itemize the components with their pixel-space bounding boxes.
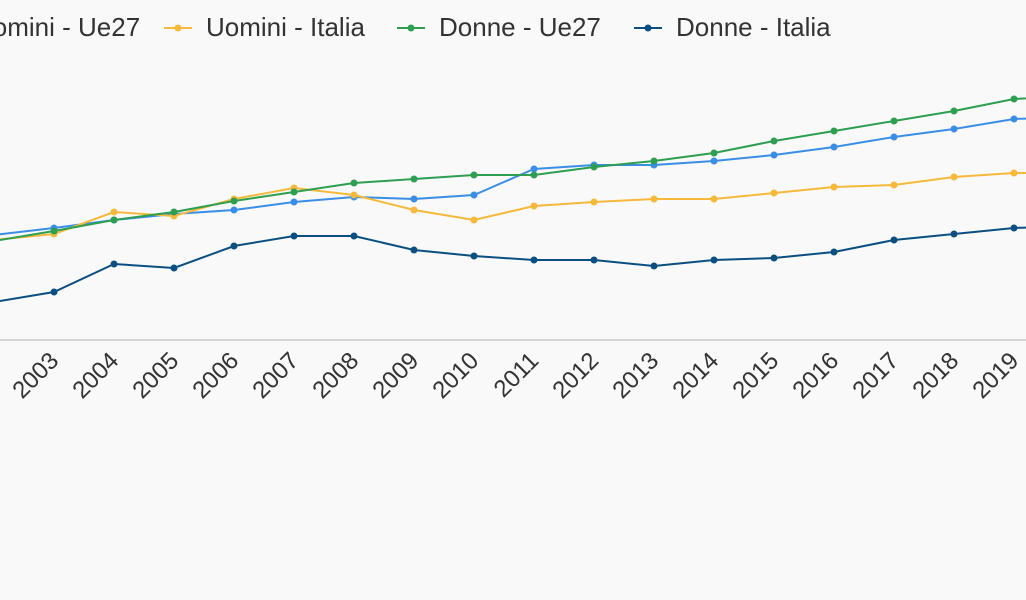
data-point — [770, 151, 778, 159]
legend-marker — [644, 24, 652, 32]
data-point — [950, 173, 958, 181]
data-point — [290, 232, 298, 240]
data-point — [50, 227, 58, 235]
data-point — [170, 264, 178, 272]
data-point — [290, 198, 298, 206]
data-point — [950, 125, 958, 133]
data-point — [830, 248, 838, 256]
data-point — [1010, 95, 1018, 103]
data-point — [530, 256, 538, 264]
data-point — [50, 288, 58, 296]
data-point — [350, 179, 358, 187]
data-point — [890, 117, 898, 125]
data-point — [1010, 224, 1018, 232]
data-point — [530, 171, 538, 179]
data-point — [590, 198, 598, 206]
data-point — [950, 107, 958, 115]
series — [0, 95, 1026, 242]
legend-label: Uomini - Ue27 — [0, 12, 140, 42]
data-point — [290, 188, 298, 196]
legend-marker — [174, 24, 182, 32]
data-point — [470, 191, 478, 199]
data-point — [950, 230, 958, 238]
data-point — [710, 157, 718, 165]
data-point — [410, 195, 418, 203]
data-point — [590, 256, 598, 264]
legend-item: Donne - Italia — [634, 12, 831, 42]
data-point — [230, 206, 238, 214]
data-point — [830, 183, 838, 191]
data-point — [170, 208, 178, 216]
data-point — [890, 181, 898, 189]
series — [0, 224, 1026, 303]
data-point — [590, 163, 598, 171]
legend-item: Donne - Ue27 — [397, 12, 601, 42]
data-point — [1010, 115, 1018, 123]
data-point — [710, 149, 718, 157]
legend-marker — [407, 24, 415, 32]
data-point — [110, 216, 118, 224]
legend-item: Uomini - Ue27 — [0, 12, 140, 42]
data-point — [470, 252, 478, 260]
data-point — [230, 197, 238, 205]
data-point — [650, 157, 658, 165]
data-point — [890, 133, 898, 141]
data-point — [770, 189, 778, 197]
legend-item: Uomini - Italia — [164, 12, 365, 42]
data-point — [410, 175, 418, 183]
data-point — [110, 260, 118, 268]
data-point — [470, 216, 478, 224]
data-point — [230, 242, 238, 250]
data-point — [770, 254, 778, 262]
data-point — [350, 191, 358, 199]
data-point — [1010, 169, 1018, 177]
data-point — [530, 165, 538, 173]
data-point — [350, 232, 358, 240]
data-point — [650, 195, 658, 203]
series — [0, 169, 1026, 241]
data-point — [770, 137, 778, 145]
data-point — [530, 202, 538, 210]
data-point — [710, 195, 718, 203]
legend-label: Uomini - Italia — [206, 12, 365, 42]
data-point — [650, 262, 658, 270]
data-point — [470, 171, 478, 179]
legend-label: Donne - Italia — [676, 12, 831, 42]
data-point — [830, 127, 838, 135]
data-point — [410, 246, 418, 254]
data-point — [890, 236, 898, 244]
data-point — [110, 208, 118, 216]
data-point — [710, 256, 718, 264]
data-point — [830, 143, 838, 151]
legend-label: Donne - Ue27 — [439, 12, 601, 42]
data-point — [410, 206, 418, 214]
